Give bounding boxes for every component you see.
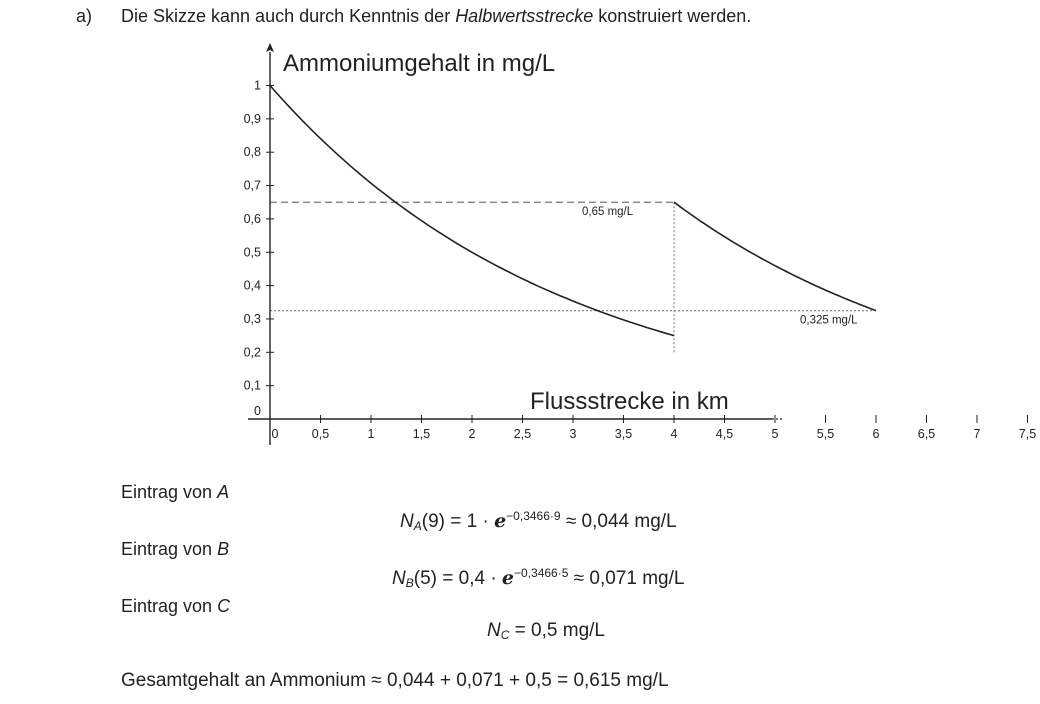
y-tick-label: 0,4 [244, 279, 261, 293]
x-tick-label: 2,5 [514, 427, 531, 441]
annotation-0325: 0,325 mg/L [800, 315, 858, 327]
x-tick-label: 7,5 [1019, 427, 1036, 441]
entry-a-label: Eintrag von A [121, 482, 229, 503]
entry-b-label: Eintrag von B [121, 539, 229, 560]
x-tick-label: 4 [671, 427, 678, 441]
y-tick-label: 0,2 [244, 345, 261, 359]
total-line: Gesamtgehalt an Ammonium ≈ 0,044 + 0,071… [121, 670, 669, 691]
annotation-065: 0,65 mg/L [582, 206, 634, 218]
entry-b-eq-exp: −0,3466·5 [514, 566, 569, 580]
entry-b-eq-sub: B [405, 576, 414, 590]
entry-a-eq-arg: (9) = 1 · [421, 511, 495, 532]
y-tick-label: 0,7 [244, 179, 261, 193]
entry-b-equation: NB(5) = 0,4 · e−0,3466·5 ≈ 0,071 mg/L [392, 566, 684, 590]
decay-curve-1 [269, 84, 675, 337]
x-tick-label: 3,5 [615, 427, 632, 441]
y-tick-label: 0,3 [244, 312, 261, 326]
y-tick-label: 0,6 [244, 212, 261, 226]
entry-b-eq-n: N [392, 568, 406, 589]
entry-c-label-var: C [217, 596, 231, 616]
x-tick-label: 7 [974, 427, 981, 441]
y-tick-label: 0,1 [244, 379, 261, 393]
x-tick-label: 2 [469, 427, 476, 441]
entry-b-label-var: B [217, 539, 230, 559]
entry-c-eq-n: N [487, 620, 501, 641]
intro-text-after: konstruiert werden. [593, 6, 752, 26]
x-tick-label: 6 [873, 427, 880, 441]
decay-curve-2 [673, 201, 877, 312]
entry-a-eq-sub: A [413, 519, 422, 533]
y-tick-label: 0 [254, 404, 261, 418]
entry-c-label: Eintrag von C [121, 596, 230, 617]
entry-c-label-text: Eintrag von [121, 596, 218, 616]
entry-b-eq-result: ≈ 0,071 mg/L [568, 568, 685, 589]
entry-c-eq-result: = 0,5 mg/L [509, 620, 605, 641]
ammonium-chart: 00,511,522,533,544,555,566,577,588,599,5… [244, 43, 1036, 445]
x-tick-label: 0 [272, 427, 279, 441]
y-tick-label: 0,8 [244, 145, 261, 159]
y-tick-label: 0,9 [244, 112, 261, 126]
y-tick-label: 1 [254, 79, 261, 93]
entry-c-equation: NC = 0,5 mg/L [487, 620, 605, 642]
x-tick-label: 4,5 [716, 427, 733, 441]
x-tick-label: 1,5 [413, 427, 430, 441]
intro-text-before: Die Skizze kann auch durch Kenntnis der [121, 6, 456, 26]
x-tick-label: 5 [772, 427, 779, 441]
entry-b-eq-e: e [501, 567, 515, 589]
entry-b-eq-arg: (5) = 0,4 · [413, 568, 502, 589]
intro-text-italic: Halbwertsstrecke [455, 6, 594, 26]
y-tick-label: 0,5 [244, 245, 261, 259]
entry-a-eq-result: ≈ 0,044 mg/L [560, 511, 677, 532]
entry-a-eq-exp: −0,3466·9 [506, 509, 561, 523]
x-tick-label: 1 [368, 427, 375, 441]
entry-a-eq-n: N [400, 511, 414, 532]
entry-a-label-var: A [217, 482, 230, 502]
entry-a-label-text: Eintrag von [121, 482, 218, 502]
intro-text: Die Skizze kann auch durch Kenntnis der … [121, 6, 751, 27]
entry-a-equation: NA(9) = 1 · e−0,3466·9 ≈ 0,044 mg/L [400, 509, 677, 533]
x-tick-label: 3 [570, 427, 577, 441]
x-tick-label: 6,5 [918, 427, 935, 441]
entry-a-eq-e: e [494, 510, 507, 532]
x-axis-title: Flussstrecke in km [530, 388, 729, 415]
entry-c-eq-sub: C [500, 628, 510, 642]
y-axis-title: Ammoniumgehalt in mg/L [283, 50, 555, 77]
section-label: a) [76, 6, 93, 26]
entry-b-label-text: Eintrag von [121, 539, 218, 559]
x-tick-label: 5,5 [817, 427, 834, 441]
x-tick-label: 0,5 [312, 427, 329, 441]
